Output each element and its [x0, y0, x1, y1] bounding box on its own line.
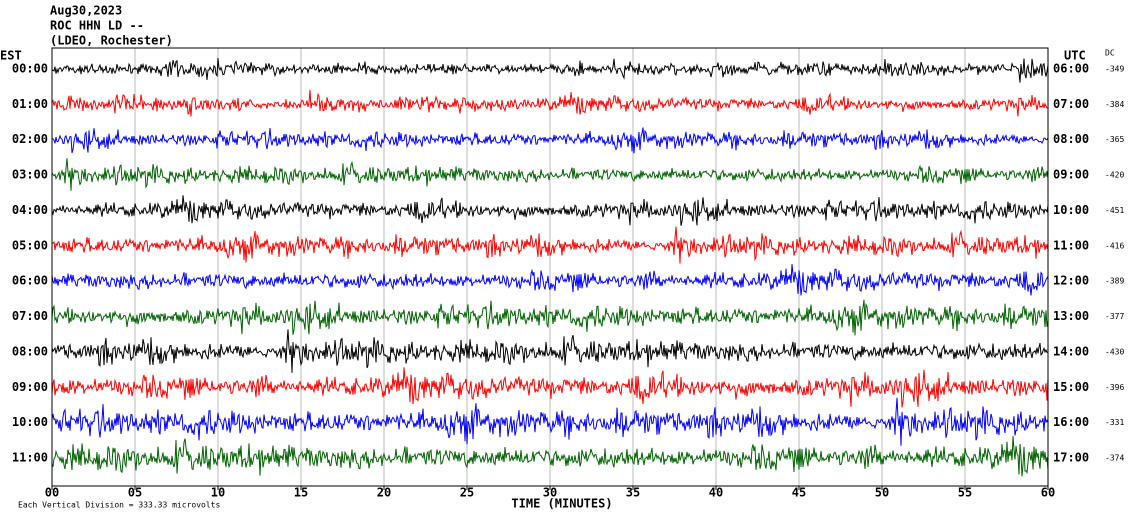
dc-value: -420 [1105, 171, 1124, 180]
x-tick-label: 25 [460, 486, 474, 500]
utc-label: 12:00 [1053, 274, 1089, 288]
est-label: 05:00 [12, 238, 48, 252]
trace [51, 226, 1049, 264]
dc-value: -396 [1105, 383, 1124, 392]
trace [51, 367, 1049, 408]
utc-label: 10:00 [1053, 203, 1089, 217]
est-label: 07:00 [12, 309, 48, 323]
x-tick-label: 60 [1041, 486, 1055, 500]
dc-value: -374 [1105, 454, 1124, 463]
utc-label: 06:00 [1053, 62, 1089, 76]
x-tick-label: 05 [128, 486, 142, 500]
dc-label: DC [1105, 49, 1115, 58]
utc-label: 17:00 [1053, 451, 1089, 465]
dc-value: -389 [1105, 277, 1124, 286]
trace [51, 127, 1049, 154]
trace [51, 299, 1049, 336]
dc-value: -416 [1105, 241, 1124, 250]
title: Aug30,2023 [50, 4, 122, 18]
dc-value: -384 [1105, 100, 1124, 109]
est-label: 00:00 [12, 62, 48, 76]
est-label: 03:00 [12, 168, 48, 182]
est-label: 11:00 [12, 451, 48, 465]
est-label: 09:00 [12, 380, 48, 394]
utc-label: 08:00 [1053, 132, 1089, 146]
utc-label: 09:00 [1053, 168, 1089, 182]
x-tick-label: 15 [294, 486, 308, 500]
utc-label: 14:00 [1053, 344, 1089, 358]
est-label: 01:00 [12, 97, 48, 111]
trace [51, 397, 1049, 446]
trace [51, 57, 1049, 83]
est-label: 10:00 [12, 415, 48, 429]
x-tick-label: 20 [377, 486, 391, 500]
utc-label: 13:00 [1053, 309, 1089, 323]
x-tick-label: 55 [958, 486, 972, 500]
trace [51, 158, 1049, 191]
trace [51, 89, 1049, 117]
est-label: 04:00 [12, 203, 48, 217]
trace [51, 436, 1049, 477]
dc-value: -349 [1105, 65, 1124, 74]
x-tick-label: 35 [626, 486, 640, 500]
dc-value: -430 [1105, 347, 1124, 356]
x-tick-label: 45 [792, 486, 806, 500]
station: (LDEO, Rochester) [50, 34, 173, 48]
est-label: 06:00 [12, 274, 48, 288]
trace [51, 195, 1049, 226]
x-tick-label: 30 [543, 486, 557, 500]
dc-value: -377 [1105, 312, 1124, 321]
x-tick-label: 50 [875, 486, 889, 500]
subtitle: ROC HHN LD -- [50, 19, 144, 33]
x-tick-label: 40 [709, 486, 723, 500]
dc-value: -451 [1105, 206, 1124, 215]
x-tick-label: 00 [45, 486, 59, 500]
left-label: EST [0, 49, 22, 63]
x-tick-label: 10 [211, 486, 225, 500]
dc-value: -365 [1105, 135, 1124, 144]
utc-label: 15:00 [1053, 380, 1089, 394]
utc-label: 16:00 [1053, 415, 1089, 429]
trace [51, 264, 1049, 296]
scale-note: Each Vertical Division = 333.33 microvol… [18, 501, 220, 510]
utc-label: 07:00 [1053, 97, 1089, 111]
utc-label: 11:00 [1053, 238, 1089, 252]
dc-value: -331 [1105, 418, 1124, 427]
est-label: 08:00 [12, 344, 48, 358]
right-label: UTC [1064, 49, 1086, 63]
trace [51, 329, 1049, 373]
est-label: 02:00 [12, 132, 48, 146]
x-label: TIME (MINUTES) [511, 497, 612, 511]
